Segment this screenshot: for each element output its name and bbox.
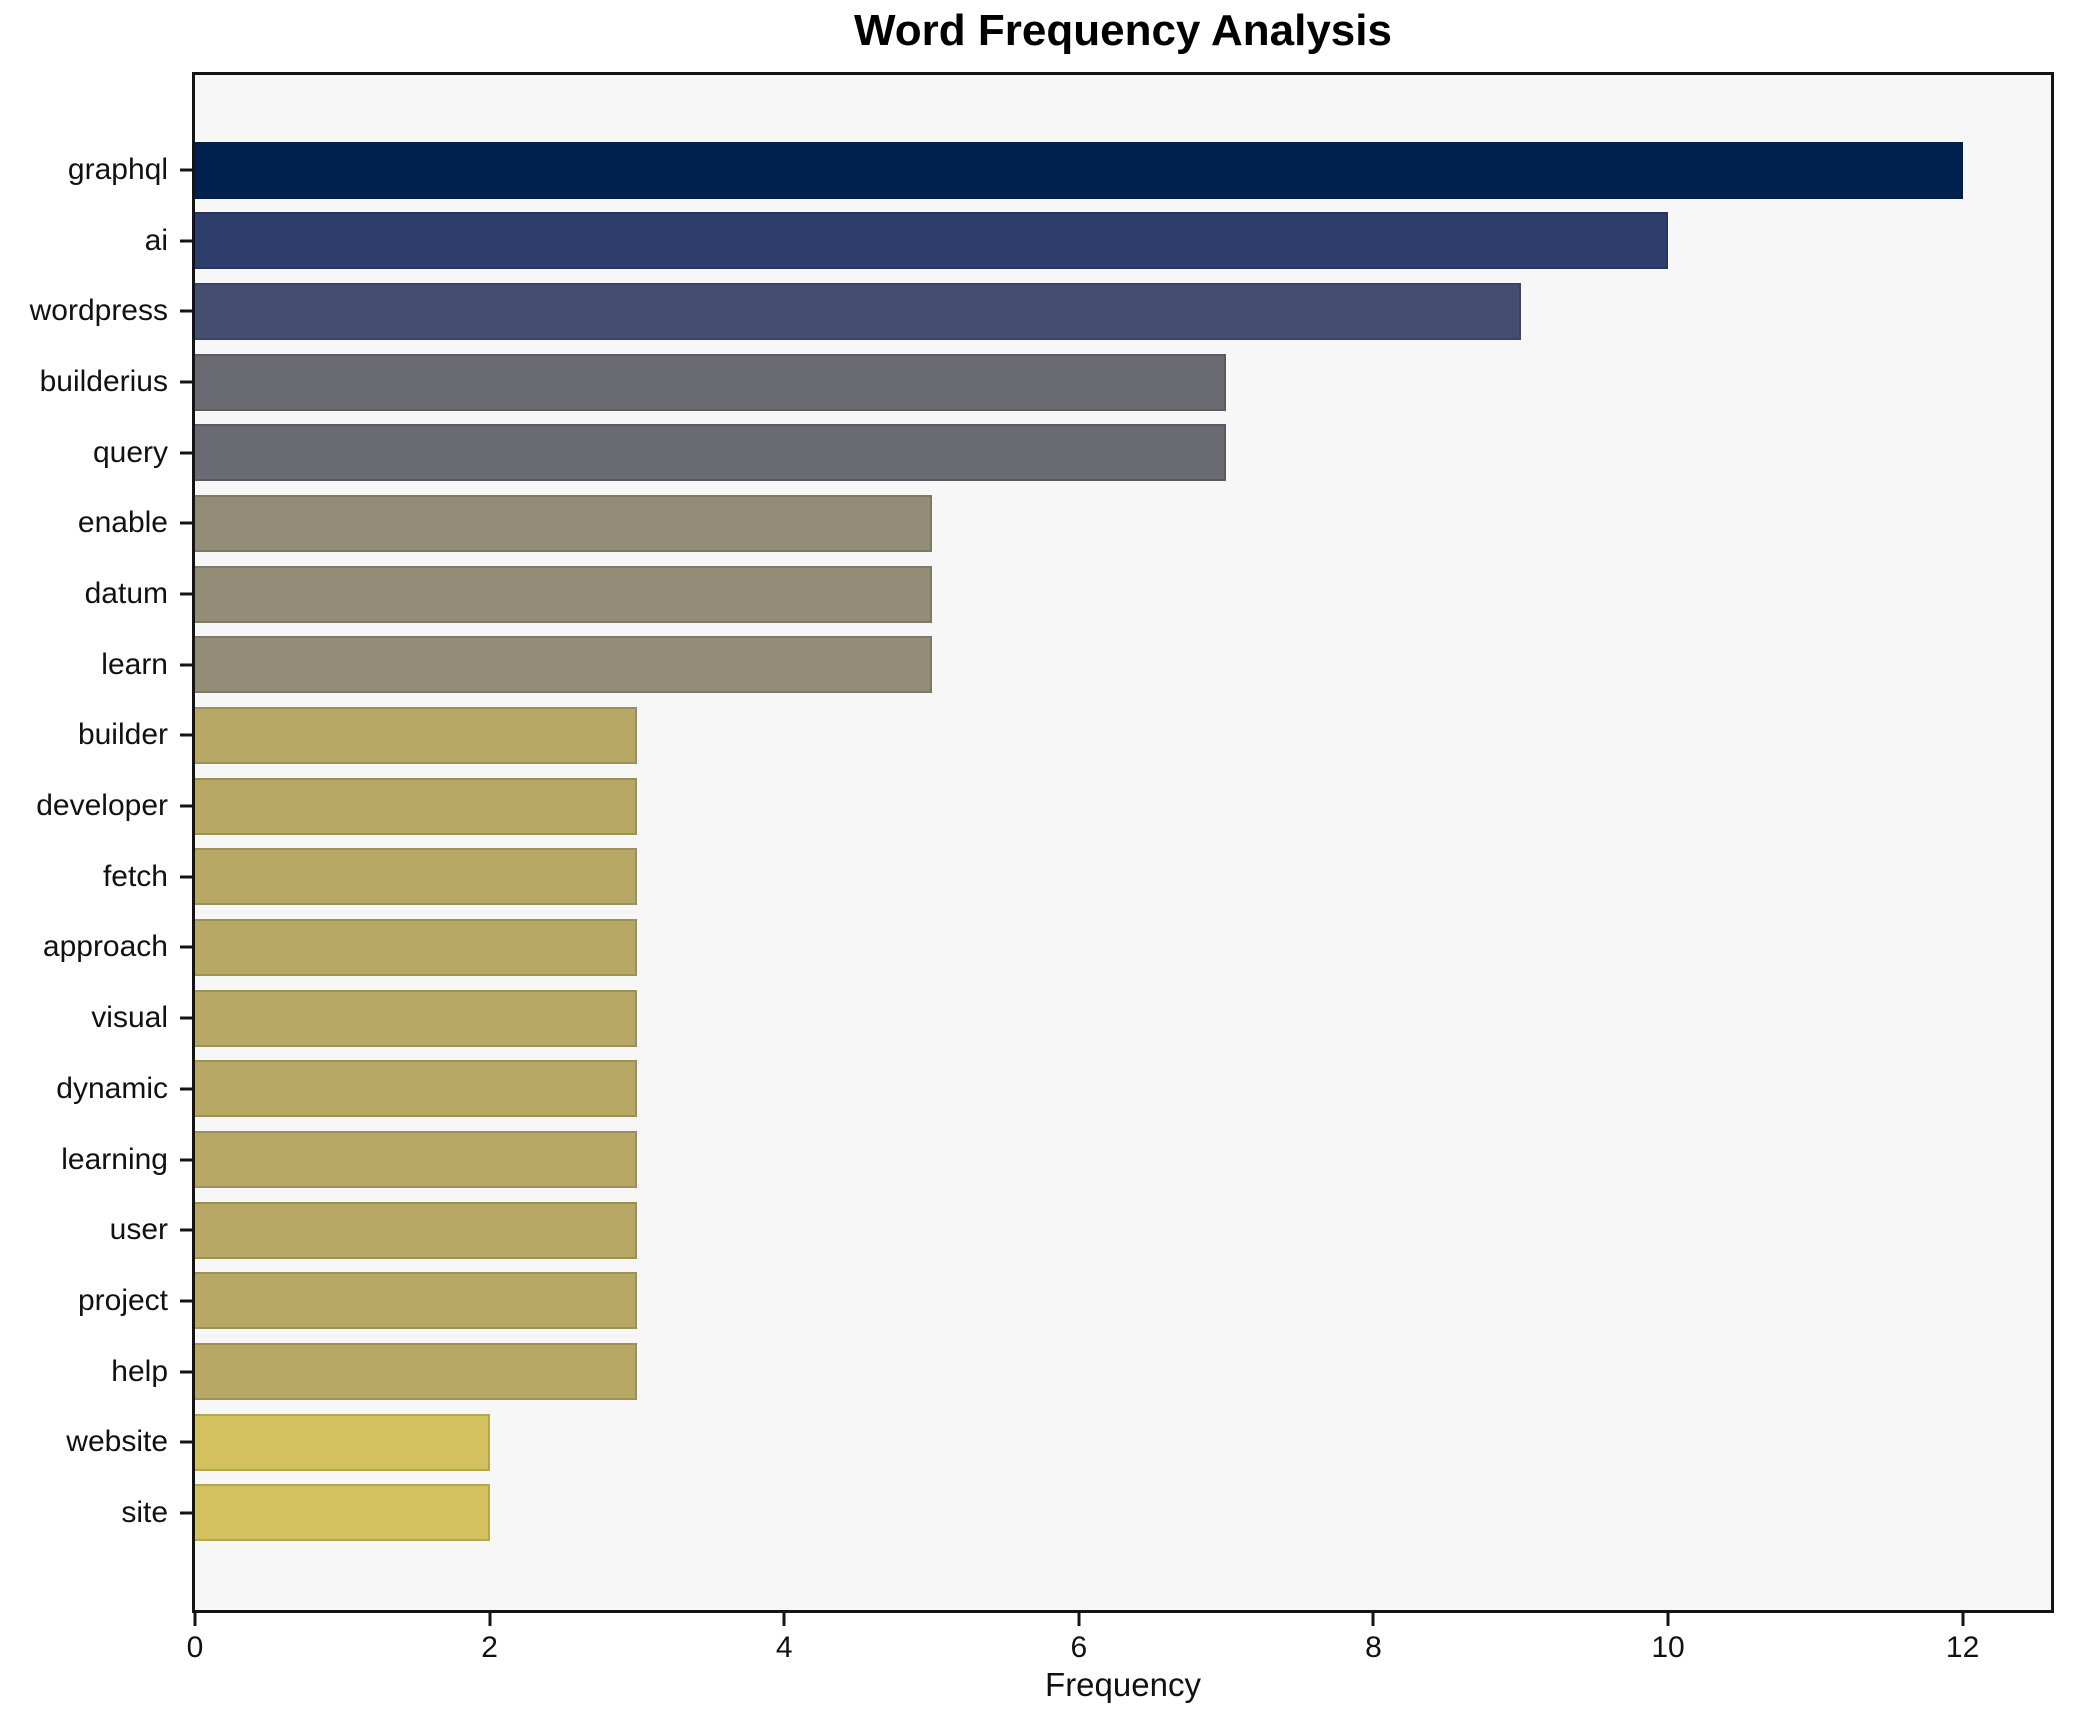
y-tick-label-approach: approach [42, 930, 168, 964]
bar-fetch [195, 848, 637, 906]
x-tick-mark [1961, 1613, 1965, 1626]
y-tick-mark [180, 663, 192, 667]
y-tick-mark [180, 1440, 192, 1444]
y-tick-label-website: website [66, 1425, 168, 1459]
y-tick-mark [180, 875, 192, 879]
y-tick-label-builderius: builderius [39, 365, 168, 399]
y-tick-mark [180, 380, 192, 384]
y-tick-label-site: site [121, 1495, 168, 1529]
bar-approach [195, 918, 637, 976]
y-tick-mark [180, 733, 192, 737]
bar-builderius [195, 353, 1227, 411]
y-tick-label-visual: visual [91, 1001, 168, 1035]
bar-developer [195, 777, 637, 835]
x-tick-label-8: 8 [1365, 1631, 1382, 1664]
y-tick-mark [180, 1511, 192, 1515]
y-tick-label-learn: learn [101, 647, 168, 681]
y-tick-mark [180, 1158, 192, 1162]
bar-dynamic [195, 1060, 637, 1118]
y-tick-mark [180, 1370, 192, 1374]
bar-enable [195, 494, 932, 552]
y-tick-label-help: help [111, 1354, 168, 1388]
y-tick-mark [180, 1087, 192, 1091]
y-tick-label-datum: datum [84, 577, 168, 611]
y-tick-label-developer: developer [36, 789, 168, 823]
y-tick-label-enable: enable [77, 506, 168, 540]
x-tick-mark [488, 1613, 492, 1626]
bar-help [195, 1343, 637, 1401]
y-tick-mark [180, 309, 192, 313]
bar-query [195, 424, 1227, 482]
y-tick-label-dynamic: dynamic [56, 1071, 168, 1105]
y-tick-label-fetch: fetch [102, 859, 168, 893]
y-tick-label-learning: learning [61, 1142, 168, 1176]
y-tick-mark [180, 1016, 192, 1020]
y-tick-label-project: project [77, 1283, 168, 1317]
y-tick-mark [180, 1228, 192, 1232]
x-tick-mark [782, 1613, 786, 1626]
y-tick-label-wordpress: wordpress [29, 294, 168, 328]
y-tick-mark [180, 1299, 192, 1303]
bar-project [195, 1272, 637, 1330]
bar-builder [195, 706, 637, 764]
y-tick-mark [180, 521, 192, 525]
bar-visual [195, 989, 637, 1047]
y-tick-mark [180, 592, 192, 596]
x-tick-mark [1666, 1613, 1670, 1626]
bar-graphql [195, 141, 1963, 199]
y-tick-mark [180, 168, 192, 172]
bar-user [195, 1201, 637, 1259]
x-tick-label-10: 10 [1651, 1631, 1685, 1664]
x-tick-label-4: 4 [775, 1631, 793, 1664]
y-tick-mark [180, 804, 192, 808]
bar-site [195, 1484, 490, 1542]
x-tick-mark [1371, 1613, 1375, 1626]
x-tick-mark [1077, 1613, 1081, 1626]
y-tick-mark [180, 451, 192, 455]
x-tick-label-0: 0 [186, 1631, 204, 1664]
bar-website [195, 1413, 490, 1471]
x-axis-title: Frequency [1045, 1666, 1201, 1703]
x-tick-label-6: 6 [1070, 1631, 1088, 1664]
bar-learn [195, 636, 932, 694]
y-tick-label-graphql: graphql [67, 153, 168, 186]
x-tick-label-2: 2 [481, 1631, 498, 1664]
y-tick-label-ai: ai [144, 223, 168, 257]
bar-learning [195, 1131, 637, 1189]
plot-area [192, 72, 2054, 1613]
x-tick-label-12: 12 [1945, 1631, 1980, 1664]
bar-datum [195, 565, 932, 623]
y-tick-mark [180, 945, 192, 949]
bar-ai [195, 212, 1669, 270]
y-tick-label-builder: builder [77, 718, 168, 752]
x-tick-mark [193, 1613, 197, 1626]
y-tick-mark [180, 239, 192, 243]
bar-wordpress [195, 282, 1521, 340]
y-tick-label-user: user [109, 1213, 168, 1247]
chart-title: Word Frequency Analysis [854, 6, 1392, 55]
y-tick-label-query: query [92, 435, 168, 469]
